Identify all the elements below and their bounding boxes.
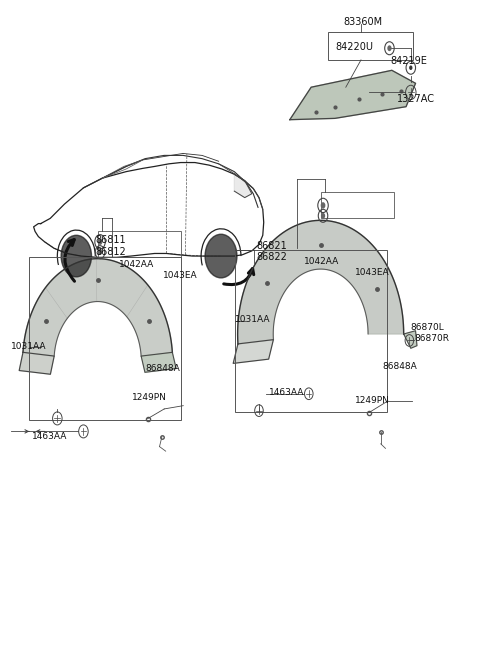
Text: 84220U: 84220U: [335, 42, 373, 52]
Text: 1043EA: 1043EA: [355, 268, 389, 277]
Polygon shape: [234, 174, 252, 198]
Text: 1463AA: 1463AA: [32, 432, 68, 441]
Text: 86870R: 86870R: [415, 334, 450, 343]
Text: 84219E: 84219E: [391, 56, 428, 66]
Polygon shape: [290, 70, 416, 120]
Text: 86848A: 86848A: [145, 364, 180, 373]
Circle shape: [321, 213, 325, 219]
Text: 86821: 86821: [257, 241, 288, 252]
Text: 83360M: 83360M: [343, 17, 383, 28]
Polygon shape: [102, 160, 143, 178]
Text: 86811: 86811: [96, 236, 126, 246]
Circle shape: [409, 66, 412, 70]
Bar: [328, 32, 413, 60]
Text: 86822: 86822: [257, 252, 288, 263]
Text: 86870L: 86870L: [411, 323, 444, 332]
Circle shape: [98, 250, 102, 255]
Text: 1043EA: 1043EA: [163, 271, 198, 280]
Text: 1042AA: 1042AA: [119, 260, 154, 269]
Text: 1249PN: 1249PN: [132, 393, 167, 402]
Text: 86848A: 86848A: [383, 362, 417, 371]
Circle shape: [387, 45, 392, 51]
Polygon shape: [23, 259, 172, 356]
Polygon shape: [141, 352, 176, 372]
Circle shape: [321, 202, 325, 209]
Text: 1249PN: 1249PN: [355, 396, 390, 405]
Circle shape: [205, 234, 237, 278]
Text: 86812: 86812: [96, 246, 126, 257]
Polygon shape: [404, 331, 417, 348]
Circle shape: [61, 235, 92, 277]
Bar: [321, 193, 394, 218]
Bar: [29, 257, 180, 420]
Polygon shape: [19, 352, 54, 374]
Bar: [235, 250, 387, 412]
Polygon shape: [238, 220, 404, 344]
Polygon shape: [233, 340, 274, 364]
Text: 1327AC: 1327AC: [396, 94, 434, 104]
Bar: [97, 231, 180, 257]
Text: 1031AA: 1031AA: [235, 315, 271, 324]
Text: 1042AA: 1042AA: [304, 257, 339, 266]
Text: 1031AA: 1031AA: [12, 343, 47, 352]
Text: 1463AA: 1463AA: [268, 388, 304, 397]
Circle shape: [98, 238, 102, 245]
